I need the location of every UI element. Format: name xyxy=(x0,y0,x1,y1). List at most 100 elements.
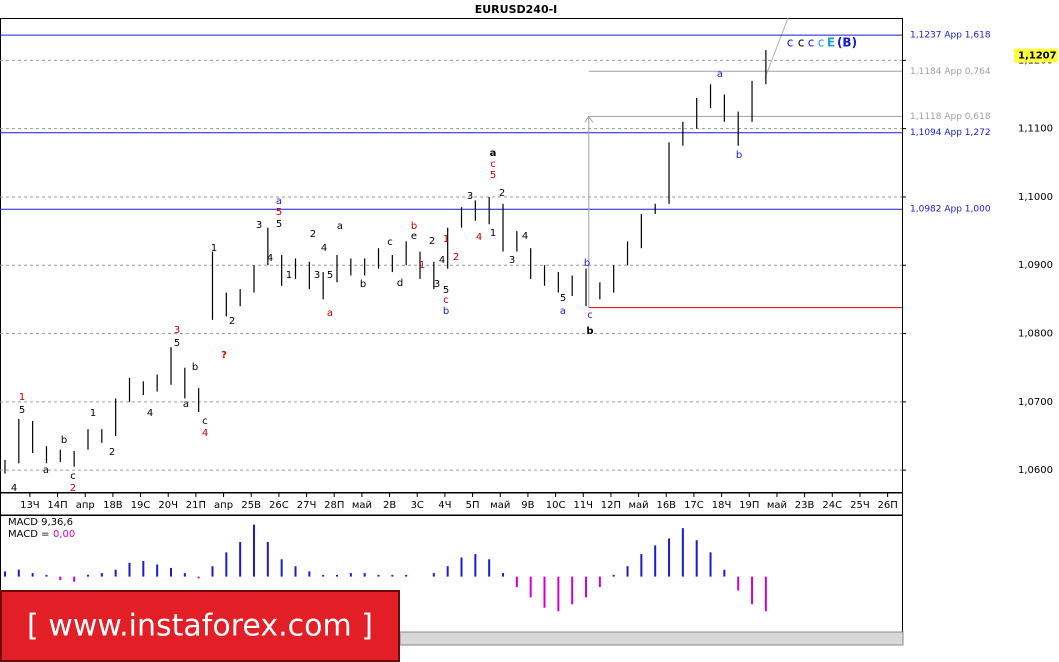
x-tick-label: 25В xyxy=(241,500,261,511)
wave-label: (B) xyxy=(837,36,857,50)
wave-label: a xyxy=(43,465,49,476)
macd-value: 0,00 xyxy=(53,529,75,540)
wave-label: 5 xyxy=(490,170,496,181)
wave-label: 2 xyxy=(310,229,316,240)
arrow-head xyxy=(584,115,594,123)
wave-label: a xyxy=(327,308,333,319)
wave-label: 5 xyxy=(560,293,566,304)
wave-label: 4 xyxy=(439,255,445,266)
wave-label: 2 xyxy=(453,252,459,263)
x-tick-label: 25Ч xyxy=(850,500,870,511)
wave-label: b xyxy=(192,362,198,373)
wave-label: d xyxy=(397,278,403,289)
level-label: 1,1237 App 1,618 xyxy=(910,31,991,41)
x-tick-label: 4Ч xyxy=(438,500,451,511)
x-tick-label: 18В xyxy=(103,500,123,511)
x-tick-label: 11Ч xyxy=(573,500,593,511)
x-tick-label: 21П xyxy=(186,500,206,511)
wave-label: 1 xyxy=(443,234,449,245)
x-tick-label: 28П xyxy=(324,500,344,511)
wave-label: 5 xyxy=(443,285,449,296)
wave-label: 4 xyxy=(321,243,327,254)
y-tick-label: 1,0700 xyxy=(1018,397,1053,408)
wave-label: c xyxy=(70,471,76,482)
wave-label: 3 xyxy=(509,255,515,266)
wave-label: b xyxy=(443,306,449,317)
x-tick-label: 24С xyxy=(822,500,842,511)
y-tick-label: 1,0800 xyxy=(1018,329,1053,340)
level-label: 1,1094 App 1,272 xyxy=(910,128,991,138)
x-tick-label: 19П xyxy=(739,500,759,511)
y-tick-label: 1,0900 xyxy=(1018,260,1053,271)
current-price-label: 1,1207 xyxy=(1018,51,1057,62)
wave-label: a xyxy=(490,148,497,159)
level-label: 1,0982 App 1,000 xyxy=(910,205,991,215)
watermark-box xyxy=(0,590,400,662)
wave-label: 4 xyxy=(11,483,17,494)
x-tick-label: май xyxy=(767,500,787,511)
y-tick-label: 1,1100 xyxy=(1018,124,1053,135)
wave-label: a xyxy=(183,399,189,410)
watermark: [ www.instaforex.com ] xyxy=(27,609,373,644)
x-tick-label: 12П xyxy=(601,500,621,511)
wave-label: 2 xyxy=(229,316,235,327)
x-tick-label: 27Ч xyxy=(297,500,317,511)
wave-label: a xyxy=(276,196,282,207)
x-tick-label: 9В xyxy=(521,500,534,511)
wave-label: b xyxy=(736,150,742,161)
wave-label: c xyxy=(387,237,393,248)
current-price-box xyxy=(1014,48,1058,63)
wave-label: ? xyxy=(221,350,227,361)
wave-label: 1 xyxy=(90,408,96,419)
x-axis-band xyxy=(0,492,903,516)
wave-label: b xyxy=(411,221,417,232)
x-tick-label: май xyxy=(490,500,510,511)
wave-label: c xyxy=(787,36,794,50)
wave-label: 1 xyxy=(19,392,25,403)
wave-label: a xyxy=(717,69,723,80)
wave-label: 1 xyxy=(419,260,425,271)
y-tick-label: 1,0600 xyxy=(1018,465,1053,476)
macd-value-name: MACD = xyxy=(8,529,50,540)
wave-label: c xyxy=(443,295,449,306)
x-tick-label: 14П xyxy=(47,500,67,511)
x-tick-label: 18Ч xyxy=(712,500,732,511)
x-tick-label: апр xyxy=(76,500,95,511)
x-tick-label: 5П xyxy=(466,500,480,511)
wave-label: 3 xyxy=(256,220,262,231)
wave-label: 1 xyxy=(490,228,496,239)
wave-label: 3 xyxy=(314,270,320,281)
wave-label: a xyxy=(560,306,566,317)
x-tick-label: май xyxy=(352,500,372,511)
wave-label: c xyxy=(818,36,825,50)
x-tick-label: 20Ч xyxy=(158,500,178,511)
wave-label: 5 xyxy=(19,405,25,416)
x-tick-label: 13Ч xyxy=(20,500,40,511)
wave-label: 4 xyxy=(267,253,273,264)
x-tick-label: май xyxy=(629,500,649,511)
x-tick-label: 17С xyxy=(684,500,704,511)
wave-label: 2 xyxy=(70,483,76,494)
scrollbar-strip xyxy=(399,631,904,646)
wave-label: b xyxy=(584,258,590,269)
wave-label: 2 xyxy=(429,236,435,247)
wave-label: b xyxy=(61,435,67,446)
wave-label: e xyxy=(411,231,417,242)
wave-label: 1 xyxy=(286,270,292,281)
wave-label: 5 xyxy=(327,270,333,281)
level-label: 1,1118 App 0,618 xyxy=(910,112,991,122)
x-tick-label: 16В xyxy=(656,500,676,511)
x-tick-label: апр xyxy=(214,500,233,511)
wave-label: a xyxy=(337,221,343,232)
wave-label: 5 xyxy=(276,219,282,230)
wave-label: E xyxy=(827,36,835,50)
x-tick-label: 26П xyxy=(877,500,897,511)
x-tick-label: 19С xyxy=(131,500,151,511)
wave-label: 5 xyxy=(276,207,282,218)
wave-label: 1 xyxy=(211,243,217,254)
x-tick-label: 3С xyxy=(411,500,424,511)
wave-label: 2 xyxy=(499,188,505,199)
x-tick-label: 26С xyxy=(269,500,289,511)
wave-label: 2 xyxy=(109,447,115,458)
